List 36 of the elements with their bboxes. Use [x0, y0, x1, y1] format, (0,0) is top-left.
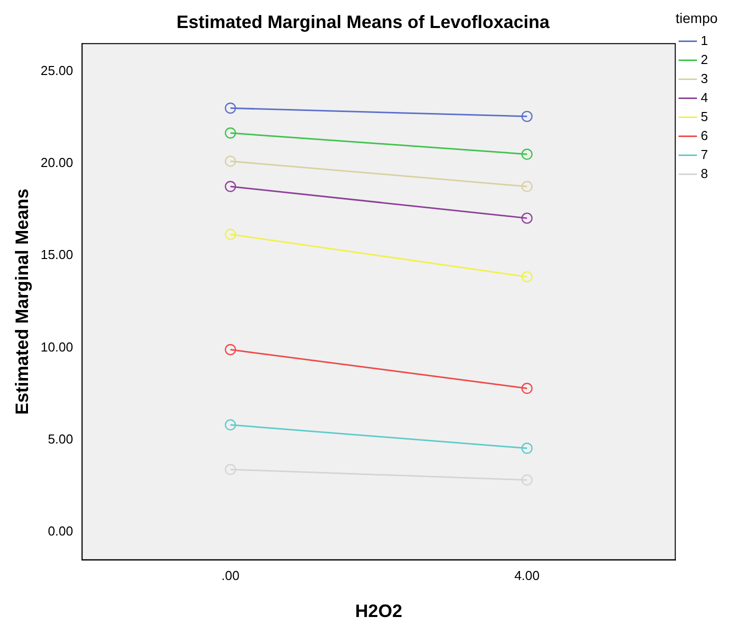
- y-tick-label: 15.00: [40, 247, 74, 262]
- point: [521, 271, 533, 282]
- x-tick-label: 4.00: [514, 568, 540, 584]
- y-tick-label: 10.00: [40, 339, 74, 354]
- y-tick-label: 20.00: [40, 155, 74, 170]
- point: [521, 110, 533, 122]
- y-tick-label: 25.00: [40, 62, 74, 78]
- point: [224, 228, 236, 240]
- x-tick-label: .00: [221, 568, 240, 584]
- point: [224, 156, 236, 167]
- y-axis-title: Estimated Marginal Means: [12, 188, 32, 415]
- point: [521, 212, 533, 224]
- point: [521, 180, 533, 192]
- chart-title: Estimated Marginal Means of Levofloxacina: [176, 12, 551, 32]
- point: [224, 344, 236, 356]
- legend-label: 4: [700, 90, 708, 105]
- legend-label: 2: [700, 52, 708, 67]
- legend-title: tiempo: [676, 10, 718, 26]
- point: [521, 148, 533, 160]
- point: [521, 382, 533, 394]
- legend-label: 5: [700, 108, 708, 124]
- legend-label: 1: [700, 32, 708, 48]
- y-tick-label: 5.00: [48, 432, 74, 447]
- legend-label: 3: [700, 70, 708, 86]
- x-axis-title: H2O2: [355, 601, 402, 622]
- legend-label: 8: [700, 166, 708, 181]
- point: [224, 102, 236, 114]
- point: [224, 127, 236, 139]
- legend-label: 7: [700, 146, 708, 162]
- y-tick-label: 0.00: [48, 524, 74, 539]
- point: [521, 474, 533, 486]
- point: [224, 464, 236, 476]
- point: [224, 419, 236, 430]
- legend-label: 6: [700, 128, 708, 143]
- point: [521, 442, 533, 454]
- point: [224, 180, 236, 192]
